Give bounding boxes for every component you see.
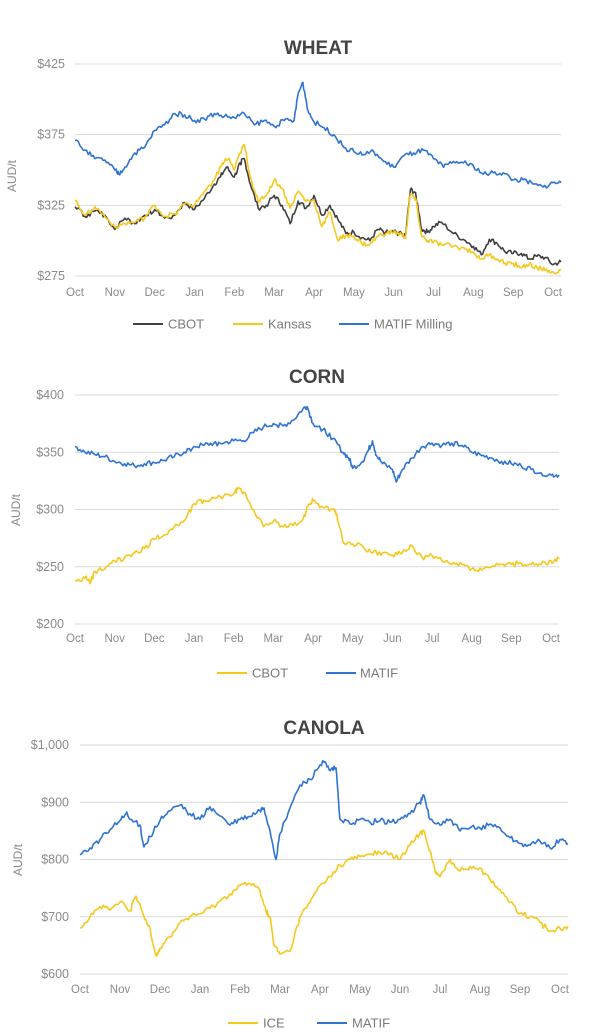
x-tick-label: Jun xyxy=(391,984,410,996)
y-tick-label: $250 xyxy=(36,560,64,574)
x-tick-label: Feb xyxy=(224,287,244,299)
x-tick-label: Aug xyxy=(470,984,490,996)
y-tick-label: $700 xyxy=(41,910,69,924)
y-tick-label: $300 xyxy=(36,503,64,517)
x-tick-label: Jul xyxy=(433,984,448,996)
x-tick-label: Jan xyxy=(191,984,210,996)
series-line-matif xyxy=(74,405,560,483)
x-tick-label: Jan xyxy=(185,287,204,299)
x-tick-label: Apr xyxy=(305,287,323,299)
y-tick-label: $425 xyxy=(37,57,65,71)
x-tick-label: Jul xyxy=(426,287,441,299)
legend-label: CBOT xyxy=(252,666,288,681)
x-tick-label: Aug xyxy=(461,633,481,645)
y-tick-label: $800 xyxy=(41,853,69,867)
legend-label: Kansas xyxy=(268,317,312,332)
y-tick-label: $325 xyxy=(37,198,65,212)
x-tick-label: Nov xyxy=(104,633,125,645)
x-tick-label: Apr xyxy=(311,984,329,996)
x-tick-label: Oct xyxy=(551,984,570,996)
y-tick-label: $350 xyxy=(36,445,64,459)
x-tick-label: Nov xyxy=(110,984,131,996)
x-tick-label: Sep xyxy=(510,984,530,996)
legend-label: MATIF Milling xyxy=(374,317,452,332)
x-tick-label: Oct xyxy=(542,633,561,645)
series-line-ice xyxy=(79,829,569,957)
x-tick-label: Oct xyxy=(544,287,563,299)
x-tick-label: Dec xyxy=(150,984,171,996)
legend-label: MATIF xyxy=(360,666,398,681)
x-tick-label: Sep xyxy=(503,287,523,299)
x-tick-label: Apr xyxy=(304,633,322,645)
y-axis-label: AUD/t xyxy=(9,493,23,526)
series-line-cbot xyxy=(74,486,560,585)
x-tick-label: Feb xyxy=(230,984,250,996)
legend-label: ICE xyxy=(263,1016,285,1031)
y-tick-label: $200 xyxy=(36,617,64,631)
y-axis-label: AUD/t xyxy=(5,159,19,192)
x-tick-label: Aug xyxy=(463,287,483,299)
y-tick-label: $600 xyxy=(41,967,69,981)
x-tick-label: May xyxy=(349,984,371,996)
x-tick-label: Oct xyxy=(66,287,85,299)
x-tick-label: Feb xyxy=(224,633,244,645)
chart-title: CORN xyxy=(289,367,345,388)
y-axis-label: AUD/t xyxy=(11,843,25,876)
series-line-matif-milling xyxy=(75,81,562,189)
chart-title: WHEAT xyxy=(284,38,353,59)
x-tick-label: Sep xyxy=(501,633,521,645)
x-tick-label: Jun xyxy=(383,633,402,645)
x-tick-label: Jan xyxy=(185,633,204,645)
y-tick-label: $400 xyxy=(36,388,64,402)
chart-canola: CANOLA $600 $700 $800 $900 $1,000 Oct Nov Dec Jan… xyxy=(11,718,570,1031)
chart-title: CANOLA xyxy=(283,718,365,739)
x-tick-label: Mar xyxy=(264,287,284,299)
y-tick-label: $900 xyxy=(41,795,69,809)
x-tick-label: Dec xyxy=(144,633,165,645)
x-tick-label: May xyxy=(343,287,365,299)
y-tick-label: $275 xyxy=(37,269,65,283)
x-tick-label: May xyxy=(342,633,364,645)
legend-label: MATIF xyxy=(352,1016,390,1031)
series-line-cbot xyxy=(74,157,562,266)
x-tick-label: Oct xyxy=(71,984,90,996)
x-tick-label: Mar xyxy=(270,984,290,996)
series-line-matif xyxy=(79,759,569,861)
series-line-kansas xyxy=(74,143,562,275)
legend-label: CBOT xyxy=(168,317,204,332)
chart-corn: CORN $200 $250 $300 $350 $400 Oct Nov Dec Jan Feb M… xyxy=(9,367,561,681)
y-tick-label: $1,000 xyxy=(31,738,69,752)
x-tick-label: Oct xyxy=(66,633,85,645)
x-tick-label: Jun xyxy=(384,287,403,299)
x-tick-label: Dec xyxy=(144,287,165,299)
x-tick-label: Nov xyxy=(105,287,126,299)
chart-wheat: WHEAT $275 $325 $375 $425 Oct Nov Dec Jan Feb Mar A… xyxy=(5,38,563,332)
y-tick-label: $375 xyxy=(37,128,65,142)
x-tick-label: Jul xyxy=(425,633,440,645)
x-tick-label: Mar xyxy=(263,633,283,645)
